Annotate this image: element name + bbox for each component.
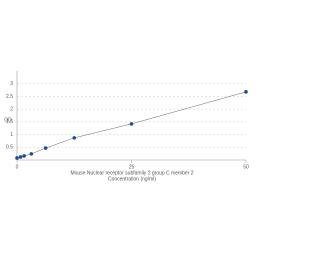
point (72, 136, 77, 140)
y-tick-label: 2.5 (6, 94, 13, 100)
point (244, 90, 248, 94)
x-tick-label: 0 (16, 164, 19, 170)
x-tick-label: 50 (243, 164, 249, 170)
y-axis-label: OD (4, 117, 12, 123)
x-tick-label: 25 (129, 164, 135, 170)
y-tick-label: 1.5 (6, 119, 13, 125)
y-tick-label: 0.5 (6, 145, 13, 151)
y-tick-label: 3 (10, 81, 13, 87)
y-tick-label: 1 (10, 132, 13, 138)
x-axis-label-2: Concentration (ng/ml) (108, 176, 156, 182)
x-axis-label: Mouse Nuclear receptor subfamily 2 group… (70, 170, 193, 176)
point (129, 122, 134, 126)
point (22, 154, 26, 158)
chart: OD Mouse Nuclear receptor subfamily 2 gr… (4, 71, 249, 182)
point (29, 152, 34, 156)
point (43, 146, 48, 150)
point (15, 156, 19, 160)
y-tick-label: 2 (10, 106, 13, 112)
point (18, 155, 23, 159)
